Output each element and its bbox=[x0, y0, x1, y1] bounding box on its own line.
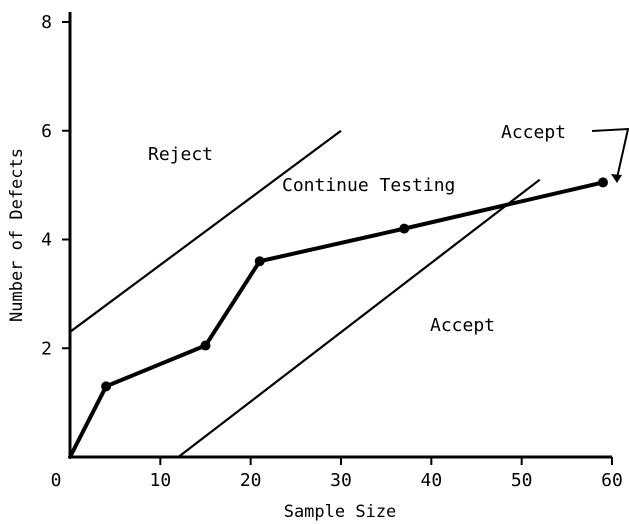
y-tick-label: 4 bbox=[41, 230, 52, 251]
test-points bbox=[101, 177, 608, 392]
test-point bbox=[200, 340, 211, 351]
test-path bbox=[68, 180, 605, 459]
y-tick-label: 8 bbox=[41, 12, 52, 33]
x-tick-label: 10 bbox=[149, 470, 171, 491]
test-point bbox=[399, 223, 410, 234]
accept-point-label: Accept bbox=[501, 122, 566, 143]
y-tick-label: 6 bbox=[41, 121, 52, 142]
continue-testing-label: Continue Testing bbox=[282, 175, 455, 196]
x-tick-label: 60 bbox=[601, 470, 623, 491]
test-path-segment bbox=[402, 180, 605, 231]
decision-boundaries bbox=[69, 129, 541, 458]
test-path-segment bbox=[203, 259, 262, 348]
x-tick-label: 0 bbox=[51, 470, 62, 491]
test-point bbox=[254, 256, 265, 267]
test-path-segment bbox=[104, 343, 208, 389]
x-tick-label: 30 bbox=[330, 470, 352, 491]
test-path-segment bbox=[68, 384, 109, 459]
x-tick-label: 40 bbox=[420, 470, 442, 491]
x-axis-ticks: 0 10 20 30 40 50 60 bbox=[51, 457, 623, 491]
test-point bbox=[101, 381, 112, 392]
reject-region-label: Reject bbox=[148, 144, 213, 165]
y-tick-label: 2 bbox=[41, 338, 52, 359]
test-path-segment bbox=[257, 226, 407, 264]
accept-boundary-line bbox=[177, 178, 541, 458]
x-axis-title: Sample Size bbox=[284, 502, 397, 522]
accept-arrow bbox=[591, 127, 629, 179]
accept-region-label: Accept bbox=[430, 315, 495, 336]
reject-boundary-line bbox=[69, 129, 342, 333]
accept-arrowhead bbox=[611, 174, 622, 183]
x-tick-label: 50 bbox=[511, 470, 533, 491]
y-axis-ticks: 2 4 6 8 bbox=[41, 12, 70, 359]
x-tick-label: 20 bbox=[240, 470, 262, 491]
test-point bbox=[597, 177, 608, 188]
y-axis-title: Number of Defects bbox=[7, 148, 27, 322]
